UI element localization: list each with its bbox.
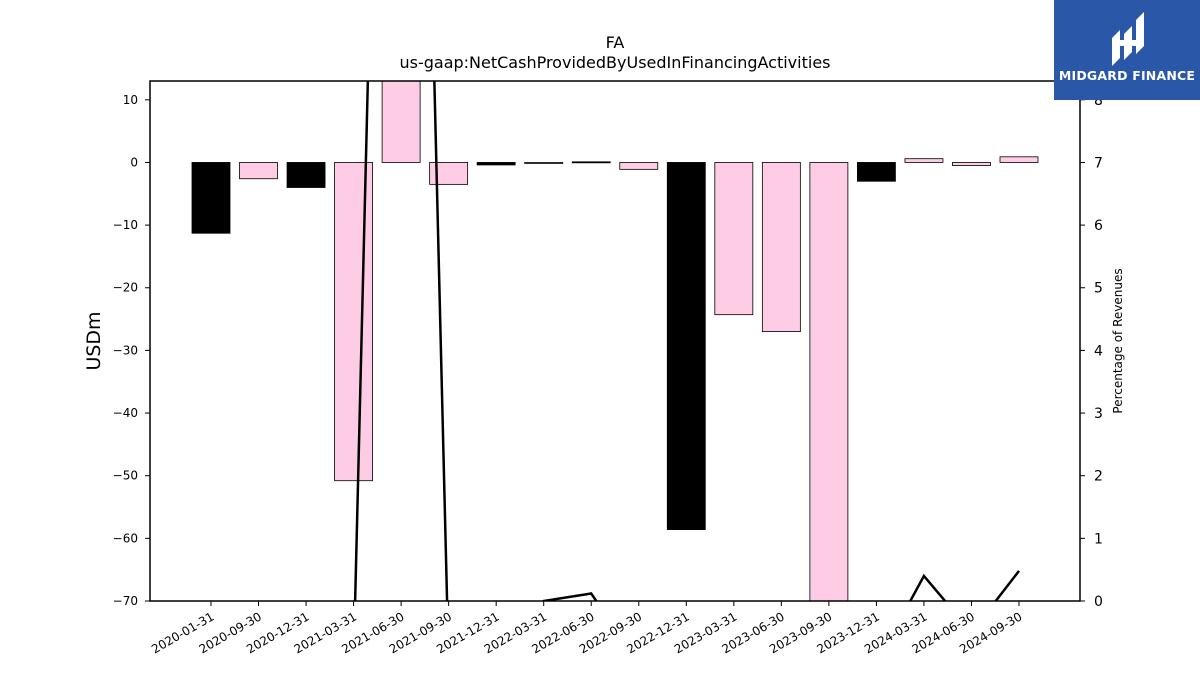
y2-tick-label: 3	[1094, 406, 1103, 422]
bar-2023-09-30	[809, 162, 849, 602]
chart-subtitle: us-gaap:NetCashProvidedByUsedInFinancing…	[399, 53, 830, 72]
y-tick-label: −10	[113, 218, 138, 232]
bar-2020-01-31	[191, 162, 231, 234]
bar-2021-03-31	[334, 162, 373, 482]
brand-logo: MIDGARD FINANCE	[1054, 0, 1200, 100]
y-tick-label: −70	[113, 594, 138, 608]
y2-tick-label: 1	[1094, 531, 1103, 547]
logo-text: MIDGARD FINANCE	[1058, 68, 1196, 83]
y2-axis-label: Percentage of Revenues	[1111, 268, 1125, 413]
x-ticks: 2020-01-312020-09-302020-12-312021-03-31…	[149, 601, 1025, 656]
bars	[191, 80, 1039, 602]
y2-tick-label: 7	[1094, 155, 1103, 171]
bar-2024-03-31	[904, 158, 944, 163]
y-tick-label: −30	[113, 343, 138, 357]
y2-tick-label: 2	[1094, 469, 1103, 485]
bar-2021-12-31	[476, 162, 516, 166]
logo-mark-icon	[1112, 12, 1144, 66]
bar-2021-06-30	[381, 80, 421, 163]
y-tick-label: −60	[113, 531, 138, 545]
bar-2023-03-31	[714, 162, 754, 316]
y2-tick-label: 4	[1094, 343, 1103, 359]
bar-2024-06-30	[952, 162, 991, 166]
y2-tick-label: 0	[1094, 594, 1103, 610]
y-tick-label: 10	[123, 93, 138, 107]
y2-tick-label: 5	[1094, 281, 1103, 297]
y-axis-label: USDm	[83, 311, 105, 370]
bar-2022-06-30	[571, 161, 611, 164]
bar-2024-09-30	[999, 156, 1039, 163]
line-layer	[353, 81, 1020, 601]
y-ticks: −70 −60 −50 −40 −30 −20 −10 0 10	[113, 93, 150, 608]
y2-tick-label: 6	[1094, 218, 1103, 234]
bar-2020-09-30	[239, 162, 278, 180]
bar-2023-12-31	[857, 162, 896, 182]
y2-tick-label: 8	[1094, 93, 1103, 109]
bar-2020-12-31	[286, 162, 326, 188]
percentage-line	[353, 81, 1020, 601]
bar-2022-03-31	[524, 162, 564, 164]
chart-title: FA	[606, 33, 625, 52]
y-tick-label: 0	[130, 155, 138, 169]
bar-2021-09-30	[429, 162, 469, 185]
y2-ticks: 0 1 2 3 4 5 6 7 8	[1080, 93, 1103, 610]
y-tick-label: −50	[113, 469, 138, 483]
plot-frame	[149, 80, 1081, 602]
y-tick-label: −20	[113, 281, 138, 295]
bar-2022-09-30	[619, 162, 659, 170]
y-tick-label: −40	[113, 406, 138, 420]
bar-2023-06-30	[761, 162, 801, 333]
bar-2022-12-31	[666, 162, 706, 530]
